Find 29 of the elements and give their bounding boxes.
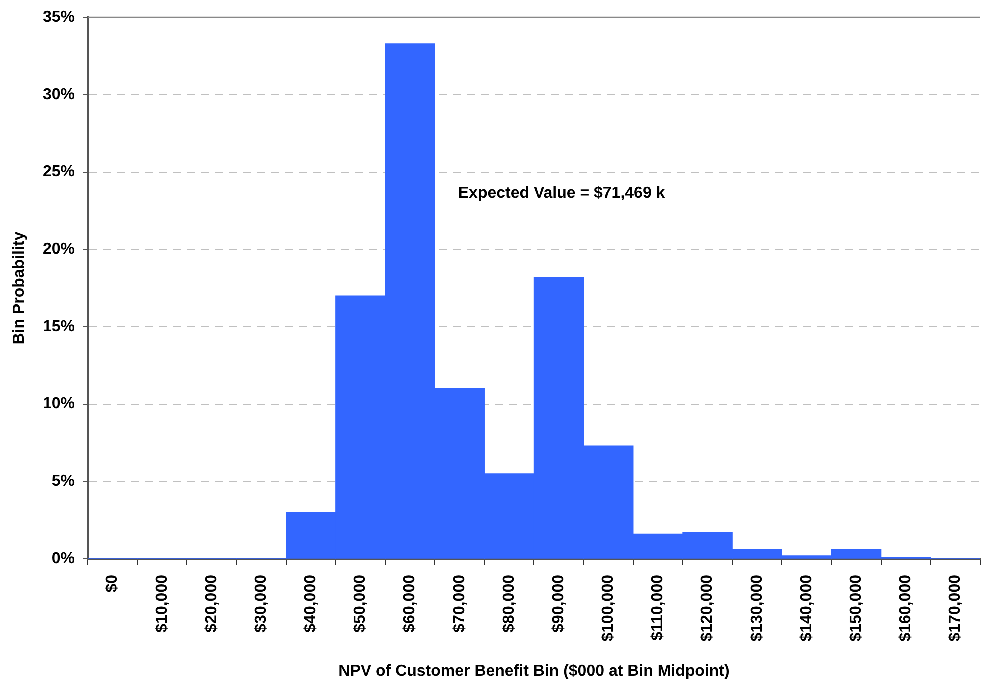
x-tick-label: $120,000 bbox=[699, 574, 716, 642]
x-tick-label: $90,000 bbox=[550, 574, 568, 633]
x-axis-title: NPV of Customer Benefit Bin ($000 at Bin Midpoint) bbox=[338, 662, 730, 680]
y-tick-label: 35% bbox=[42, 9, 75, 26]
x-tick-label: $60,000 bbox=[402, 574, 419, 633]
x-tick-label: $80,000 bbox=[500, 574, 518, 633]
x-tick-label: $160,000 bbox=[898, 574, 915, 642]
x-tick-label: $110,000 bbox=[650, 574, 667, 641]
x-tick-label: $20,000 bbox=[203, 574, 220, 633]
x-tick-label: $140,000 bbox=[798, 574, 816, 642]
y-axis-title: Bin Probability bbox=[11, 232, 28, 345]
y-tick-label: 10% bbox=[42, 396, 75, 413]
x-tick-label: $150,000 bbox=[848, 574, 865, 642]
x-tick-label: $0 bbox=[104, 574, 122, 593]
x-tick-label: $10,000 bbox=[154, 574, 171, 633]
x-tick-label: $30,000 bbox=[252, 574, 270, 633]
annotation: Expected Value = $71,469 k bbox=[458, 184, 666, 202]
y-tick-label: 20% bbox=[42, 241, 75, 258]
x-tick-label: $40,000 bbox=[302, 574, 320, 633]
y-tick-label: 15% bbox=[42, 318, 75, 336]
y-tick-label: 25% bbox=[42, 164, 75, 181]
y-tick-label: 5% bbox=[52, 473, 75, 490]
x-tick-label: $130,000 bbox=[748, 574, 766, 642]
x-tick-label: $170,000 bbox=[947, 574, 964, 642]
y-tick-label: 30% bbox=[42, 86, 75, 104]
x-tick-label: $100,000 bbox=[600, 574, 618, 642]
y-tick-label: 0% bbox=[52, 550, 75, 568]
x-tick-label: $70,000 bbox=[451, 574, 468, 633]
x-tick-label: $50,000 bbox=[352, 574, 370, 633]
